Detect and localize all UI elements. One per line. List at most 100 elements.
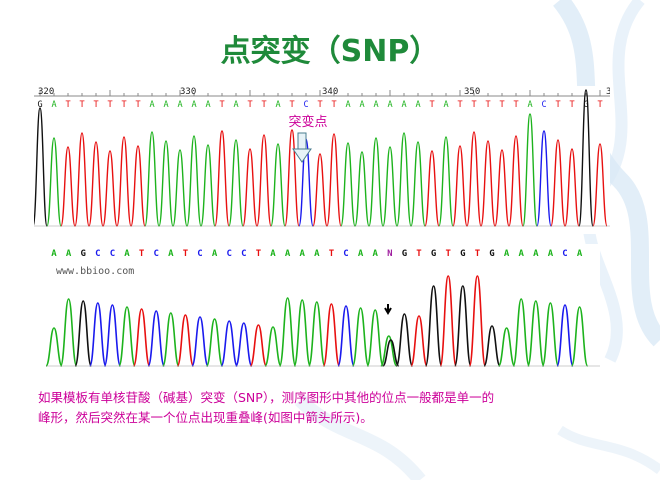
peak <box>312 153 328 227</box>
peak <box>382 339 400 367</box>
base-letter: T <box>485 100 490 110</box>
peak <box>158 140 174 227</box>
base-letter: T <box>79 100 84 110</box>
base-letter: A <box>372 249 378 259</box>
base-letter: A <box>51 100 56 110</box>
base-letter: A <box>548 249 554 259</box>
base-letter: A <box>212 249 218 259</box>
base-letter: G <box>402 249 407 259</box>
base-letter: A <box>345 100 350 110</box>
base-letter: A <box>168 249 174 259</box>
base-letter: A <box>149 100 154 110</box>
peak <box>32 107 48 227</box>
peak <box>220 320 238 367</box>
base-letter: A <box>66 249 72 259</box>
peak <box>176 314 195 367</box>
peak <box>235 322 253 367</box>
peak <box>497 327 516 367</box>
base-letter: A <box>233 100 238 110</box>
ruler-tick-label: 350 <box>464 87 480 97</box>
peak <box>570 306 589 367</box>
base-letter: T <box>65 100 70 110</box>
mutation-label: 突变点 <box>288 114 327 130</box>
base-letter: C <box>562 249 567 259</box>
peak <box>45 327 63 367</box>
peak <box>454 285 472 367</box>
peak <box>130 145 146 227</box>
base-letter: T <box>261 100 266 110</box>
peak <box>578 89 594 227</box>
peak <box>270 143 286 227</box>
peak <box>550 139 566 227</box>
peak <box>494 149 510 227</box>
base-letter: T <box>597 100 602 110</box>
caption-line-1: 如果模板有单核苷酸（碱基）突变（SNP），测序图形中其他的位点一般都是单一的 <box>38 390 495 405</box>
peak <box>536 130 552 227</box>
peak <box>466 131 482 227</box>
peak <box>438 136 454 227</box>
base-letter: A <box>443 100 448 110</box>
base-letter: T <box>471 100 476 110</box>
base-letter: A <box>359 100 364 110</box>
peak <box>439 275 457 367</box>
base-letter: C <box>226 249 231 259</box>
peak <box>103 304 122 367</box>
base-letter: A <box>387 100 392 110</box>
peak <box>172 149 188 227</box>
peak <box>410 141 426 227</box>
base-letter: N <box>387 249 392 259</box>
peak <box>264 326 282 367</box>
peaks-bottom <box>45 275 600 367</box>
base-letter: G <box>37 100 42 110</box>
caption-line-2: 峰形，然后突然在某一个位点出现重叠峰(如图中箭头所示)。 <box>38 410 373 425</box>
peak <box>564 148 580 227</box>
slide-title: 点突变（SNP） <box>220 34 440 69</box>
peak <box>354 151 370 227</box>
base-letter: G <box>583 100 588 110</box>
peak <box>89 302 107 367</box>
base-letter: T <box>331 100 336 110</box>
peak <box>340 142 356 227</box>
ruler: 320 330 340 350 360 <box>34 86 622 97</box>
peak <box>228 139 244 227</box>
base-letter: G <box>460 249 465 259</box>
peak <box>278 297 297 367</box>
peak <box>144 131 160 227</box>
base-letter: T <box>247 100 252 110</box>
base-letter: A <box>358 249 364 259</box>
peak <box>452 145 468 227</box>
peak <box>337 305 355 367</box>
peak <box>366 309 384 367</box>
base-letter: A <box>518 249 524 259</box>
base-letter: A <box>205 100 210 110</box>
peak <box>424 150 440 227</box>
peak <box>308 301 326 367</box>
mutation-arrow-icon <box>292 132 312 163</box>
peak <box>395 313 414 367</box>
peak <box>200 144 216 227</box>
base-letter: C <box>153 249 158 259</box>
peak <box>541 302 560 367</box>
base-letter: T <box>121 100 126 110</box>
base-letter: A <box>177 100 182 110</box>
watermark: www.bbioo.com <box>56 266 134 277</box>
peak <box>322 303 341 367</box>
base-letter: A <box>504 249 510 259</box>
base-letter: T <box>93 100 98 110</box>
peak <box>396 132 412 227</box>
base-letter: C <box>95 249 100 259</box>
chromatogram-top-plot: 320330340350360 GATTTTTTAAAAATATTATCTTAA… <box>32 86 622 227</box>
base-letter: A <box>401 100 406 110</box>
base-letter: A <box>314 249 320 259</box>
peak <box>508 135 524 227</box>
peak <box>527 300 545 367</box>
base-letter: T <box>139 249 145 259</box>
ruler-tick-label: 360 <box>606 87 610 97</box>
ruler-tick-label: 340 <box>322 87 338 97</box>
peak <box>205 318 224 367</box>
base-letter: T <box>569 100 574 110</box>
